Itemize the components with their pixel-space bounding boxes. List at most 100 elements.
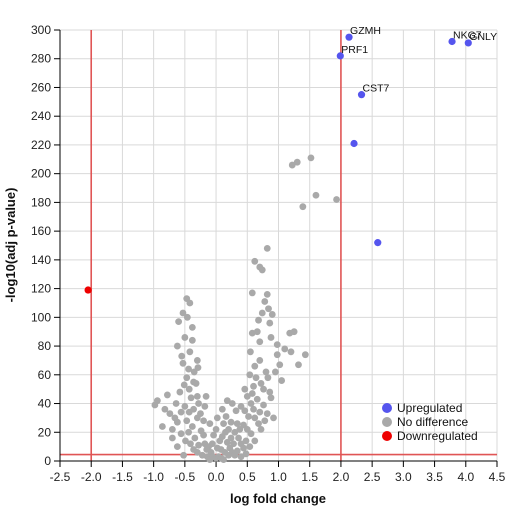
data-point [227, 418, 235, 426]
data-point [247, 430, 255, 438]
legend-marker [382, 431, 392, 441]
data-point [233, 420, 241, 428]
data-point [197, 410, 204, 417]
data-point [241, 385, 249, 393]
data-points [84, 33, 472, 463]
y-axis-title: -log10(adj p-value) [3, 188, 18, 303]
data-point [181, 334, 189, 341]
data-point [255, 316, 262, 324]
data-point [201, 403, 209, 410]
data-point [175, 318, 183, 326]
data-point [246, 443, 254, 451]
data-point [163, 391, 171, 399]
data-point [247, 400, 255, 407]
data-point [266, 388, 274, 396]
data-point [262, 368, 270, 376]
data-point [193, 357, 201, 364]
data-point [208, 440, 216, 448]
gene-label: GZMH [350, 25, 381, 37]
x-axis-title: log fold change [230, 491, 326, 506]
data-point [173, 443, 181, 451]
x-tick-label: 3.0 [395, 470, 412, 484]
x-tick-label: 4.5 [489, 470, 506, 484]
data-point [187, 440, 194, 448]
data-point [290, 328, 298, 336]
data-point [190, 405, 197, 413]
data-point [84, 286, 92, 294]
data-point [264, 374, 272, 382]
data-point [180, 451, 188, 459]
data-point [206, 456, 214, 463]
data-point [299, 203, 307, 211]
data-point [227, 434, 235, 442]
data-point [190, 368, 198, 376]
data-point [185, 365, 193, 373]
x-tick-label: -0.5 [175, 470, 196, 484]
gene-label: NKG7 [453, 29, 482, 41]
data-point [206, 420, 214, 428]
data-point [336, 52, 344, 60]
data-point [267, 394, 275, 402]
data-point [235, 434, 242, 442]
x-tick-label: -1.0 [143, 470, 164, 484]
data-point [250, 405, 257, 413]
data-point [260, 385, 267, 393]
data-point [261, 298, 269, 305]
data-point [179, 309, 187, 317]
x-tick-label: 0.0 [208, 470, 225, 484]
y-tick-label: 200 [31, 167, 51, 181]
data-point [255, 420, 262, 428]
data-point [231, 428, 239, 436]
data-point [333, 196, 340, 203]
data-point [293, 158, 301, 166]
y-tick-label: 120 [31, 282, 51, 296]
data-point [186, 299, 194, 307]
data-point [288, 161, 296, 169]
data-point [246, 371, 254, 379]
data-point [248, 390, 256, 397]
data-point [256, 408, 264, 416]
data-point [181, 403, 189, 410]
axes: -2.5 -2.0 -1.5 -1.0 -0.5 0.0 0.5 1.0 1.5 2.0 2.5 3.… [31, 23, 506, 484]
data-point [281, 345, 289, 353]
legend-marker [382, 417, 392, 427]
data-point [357, 91, 366, 99]
data-point [270, 414, 277, 422]
data-point [260, 401, 267, 409]
y-tick-label: 180 [31, 195, 51, 209]
x-tick-label: 2.5 [364, 470, 381, 484]
data-point [242, 437, 250, 445]
data-point [182, 437, 189, 445]
data-point [251, 437, 259, 445]
data-point [253, 395, 261, 403]
data-point [464, 39, 472, 47]
data-point [183, 417, 191, 425]
grid [59, 29, 498, 462]
data-point [257, 380, 265, 387]
data-point [168, 434, 176, 442]
legend-label: Downregulated [397, 429, 478, 443]
gene-label: PRF1 [341, 44, 368, 56]
gene-label: CST7 [363, 83, 390, 95]
y-tick-label: 60 [38, 368, 52, 382]
y-tick-label: 260 [31, 80, 51, 94]
y-tick-label: 0 [44, 454, 51, 468]
data-point [237, 453, 245, 461]
data-point [243, 392, 251, 400]
data-point [251, 414, 259, 422]
data-point [312, 191, 320, 199]
y-tick-label: 240 [31, 109, 51, 123]
data-point [273, 341, 281, 349]
data-point [179, 359, 187, 367]
x-tick-label: 3.5 [426, 470, 443, 484]
x-tick-label: 0.5 [239, 470, 256, 484]
x-tick-label: 2.0 [333, 470, 350, 484]
x-tick-label: 4.0 [457, 470, 474, 484]
threshold-lines [60, 30, 497, 461]
y-tick-label: 280 [31, 52, 51, 66]
data-point [273, 351, 281, 359]
x-tick-label: 1.5 [301, 470, 318, 484]
